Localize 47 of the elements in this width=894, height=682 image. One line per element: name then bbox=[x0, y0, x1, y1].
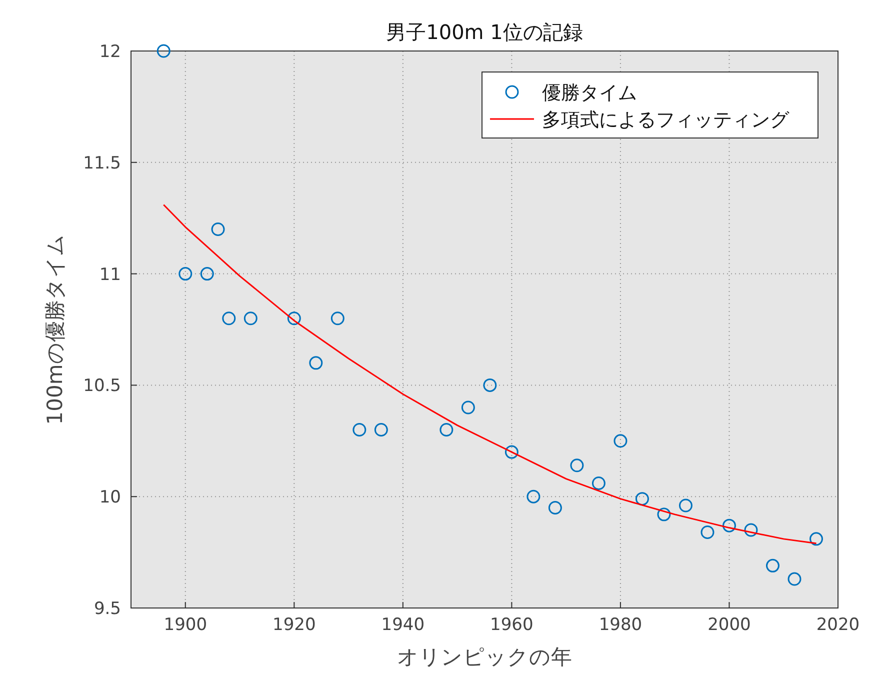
point bbox=[570, 458, 584, 472]
point bbox=[211, 222, 225, 236]
x-tick-label: 2000 bbox=[708, 615, 751, 635]
point bbox=[766, 558, 780, 572]
x-tick-label: 2020 bbox=[816, 615, 860, 635]
x-axis-title: オリンピックの年 bbox=[397, 645, 572, 669]
point bbox=[592, 476, 606, 490]
point bbox=[744, 523, 758, 537]
y-tick-label: 10 bbox=[99, 488, 121, 508]
y-tick-label: 12 bbox=[99, 42, 121, 62]
point bbox=[156, 44, 170, 58]
point bbox=[483, 378, 497, 392]
y-tick-label: 9.5 bbox=[94, 599, 121, 619]
point bbox=[244, 312, 258, 326]
point bbox=[374, 423, 388, 437]
x-tick-label: 1900 bbox=[164, 615, 208, 635]
point bbox=[614, 434, 628, 448]
legend-label: 優勝タイム bbox=[542, 82, 637, 104]
point bbox=[722, 518, 736, 532]
y-tick-label: 11.5 bbox=[83, 153, 121, 174]
point bbox=[700, 526, 714, 539]
point bbox=[635, 492, 649, 506]
point bbox=[788, 572, 802, 586]
point bbox=[330, 312, 344, 326]
point bbox=[352, 423, 366, 437]
point bbox=[461, 400, 475, 414]
chart-title: 男子100m 1位の記録 bbox=[386, 20, 583, 44]
point bbox=[200, 267, 214, 281]
x-tick-label: 1960 bbox=[490, 615, 534, 635]
point bbox=[178, 267, 192, 281]
y-axis-title: 100mの優勝タイム bbox=[43, 234, 67, 425]
point bbox=[809, 532, 823, 546]
point bbox=[504, 445, 518, 459]
point bbox=[222, 312, 236, 326]
point bbox=[678, 498, 692, 512]
point bbox=[548, 500, 562, 514]
x-tick-label: 1920 bbox=[272, 615, 316, 635]
x-tick-label: 1980 bbox=[598, 615, 642, 635]
legend-label: 多項式によるフィッティング bbox=[542, 109, 790, 131]
x-tick-label: 1940 bbox=[381, 615, 425, 635]
point bbox=[526, 490, 540, 504]
point bbox=[657, 508, 671, 522]
point bbox=[309, 356, 323, 370]
point bbox=[287, 312, 301, 326]
y-tick-label: 10.5 bbox=[83, 376, 121, 396]
y-tick-label: 11 bbox=[99, 264, 121, 285]
point bbox=[440, 423, 454, 437]
